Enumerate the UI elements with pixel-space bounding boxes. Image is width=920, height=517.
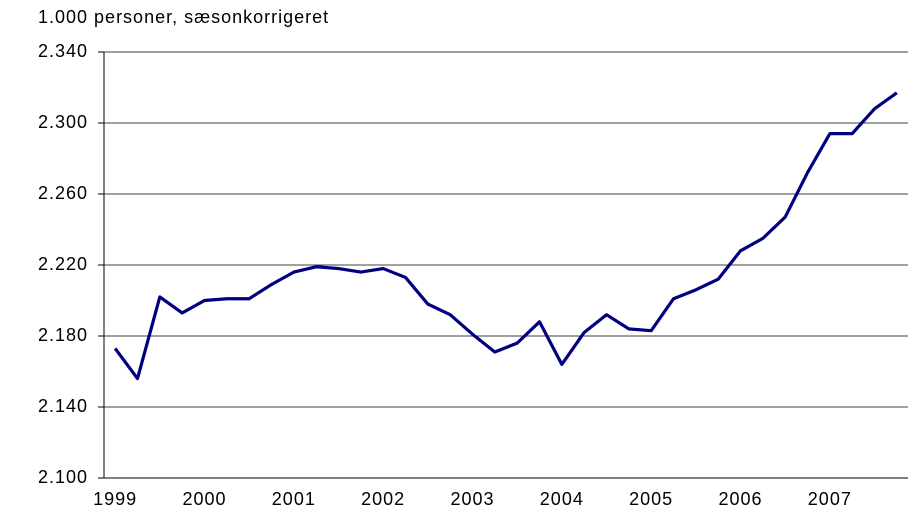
- x-tick-label: 2007: [808, 489, 852, 509]
- y-tick-label: 2.300: [38, 112, 88, 132]
- x-tick-label: 1999: [93, 489, 137, 509]
- x-tick-label: 2000: [182, 489, 226, 509]
- x-tick-label: 2006: [718, 489, 762, 509]
- x-tick-label: 2004: [540, 489, 584, 509]
- y-tick-label: 2.340: [38, 41, 88, 61]
- x-tick-label: 2005: [629, 489, 673, 509]
- x-tick-label: 2003: [450, 489, 494, 509]
- axis-title: 1.000 personer, sæsonkorrigeret: [38, 7, 329, 27]
- y-tick-label: 2.100: [38, 467, 88, 487]
- y-tick-label: 2.140: [38, 396, 88, 416]
- data-line: [113, 91, 898, 381]
- x-tick-label: 2002: [361, 489, 405, 509]
- y-tick-label: 2.180: [38, 325, 88, 345]
- x-tick-label: 2001: [272, 489, 316, 509]
- y-tick-label: 2.260: [38, 183, 88, 203]
- y-tick-label: 2.220: [38, 254, 88, 274]
